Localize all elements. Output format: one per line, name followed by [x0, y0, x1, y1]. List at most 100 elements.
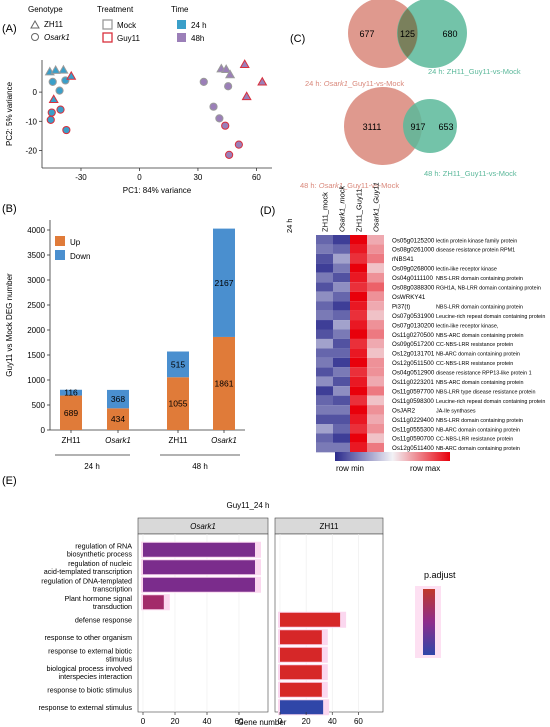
heatmap-cell	[350, 291, 367, 302]
heatmap-cell	[333, 405, 350, 415]
heatmap-cell	[333, 367, 350, 377]
heatmap-gene-label: Os11g0555300	[392, 426, 434, 433]
go-bar	[280, 665, 322, 680]
bar-up-value: 434	[111, 414, 125, 424]
heatmap-gene-label: Os09g0517200	[392, 341, 435, 348]
pca-point	[46, 115, 55, 124]
heatmap-cell	[367, 433, 384, 443]
bar-up	[167, 377, 189, 430]
heatmap-cell	[333, 386, 350, 396]
panel-label-d: (D)	[260, 205, 275, 217]
deg-bars: 689 116 434 368 1055 515 1861 2167	[60, 228, 235, 430]
go-term-label: response to biotic stimulus	[47, 685, 132, 694]
heatmap-cell	[333, 272, 350, 283]
go-term-label: Plant hormone signal	[64, 594, 132, 603]
heatmap-cell	[316, 424, 333, 434]
heatmap-gene-desc: RGH1A, NB-LRR domain containing protein	[436, 286, 541, 292]
heatmap-cell	[367, 291, 384, 302]
go-term-label: defense response	[75, 615, 132, 624]
bar-up-value: 1861	[215, 378, 234, 388]
go-bars	[141, 541, 347, 716]
heatmap-gene-desc: CC-NBS-LRR resistance protein	[436, 437, 513, 443]
heatmap-cell	[350, 235, 367, 245]
heatmap-cell	[333, 329, 350, 339]
heatmap-cell	[333, 376, 350, 387]
heatmap-column-label: Osark1_Guy11	[372, 182, 381, 232]
pca-point	[58, 64, 69, 74]
heatmap-row-labels: Os05g0125200 lectin protein kinase family…	[392, 237, 545, 452]
heatmap-cell	[367, 348, 384, 358]
heatmap-cell	[316, 282, 333, 292]
pca-point	[234, 140, 243, 149]
legend-time-48h: 48h	[191, 34, 204, 43]
heatmap-cell	[350, 282, 367, 292]
heatmap-gene-desc: NBS-LRR type disease resistance protein	[436, 389, 535, 395]
deg-y-tick-label: 0	[41, 426, 46, 435]
bar-down	[107, 389, 129, 409]
heatmap-panel: 24 h ZH11_mock Osark1_mock ZH11_Guy11 Osark…	[285, 182, 545, 473]
bar-down-value: 2167	[215, 278, 234, 288]
heatmap-gene-label: OsWRKY41	[392, 294, 426, 301]
heatmap-cell	[367, 357, 384, 368]
deg-y-tick-label: 2000	[27, 326, 45, 335]
venn2-right-count: 653	[438, 122, 453, 132]
heatmap-gene-desc: disease resistance protein RPM1	[436, 248, 515, 254]
heatmap-cell	[367, 244, 384, 254]
pca-y-tick-label: -20	[25, 146, 37, 155]
heatmap-gene-desc: NB-ARC domain containing protein	[436, 446, 520, 452]
pca-point	[56, 105, 65, 114]
heatmap-gene-label: Os05g0125200	[392, 237, 435, 244]
go-term-label: biosynthetic process	[67, 549, 133, 558]
heatmap-gene-label: Os11g0597700	[392, 388, 434, 395]
heatmap-cell	[316, 272, 333, 283]
venn2-left-count: 3111	[363, 122, 382, 132]
legend-genotype-osark1: Osark1	[44, 33, 70, 42]
go-ticks: 0 20 40 60 0 20 40 60	[141, 712, 363, 726]
go-x-tick-label: 40	[328, 717, 337, 726]
deg-category-label: Osark1	[105, 436, 131, 445]
heatmap-gene-label: Os07g0531900	[392, 313, 435, 320]
deg-y-label: Guy11 vs Mock DEG number	[5, 273, 14, 377]
heatmap-cell	[333, 263, 350, 273]
heatmap-cell	[367, 263, 384, 273]
go-title: Guy11_24 h	[227, 501, 270, 510]
heatmap-cell	[333, 235, 350, 245]
heatmap-gene-label: Os08g0388300	[392, 285, 435, 292]
pca-x-tick-label: -30	[75, 173, 87, 182]
heatmap-gene-desc: CC-NBS-LRR resistance protein	[436, 342, 513, 348]
heatmap-gene-label: Os08g0261000	[392, 247, 435, 254]
deg-y-tick-label: 4000	[27, 226, 45, 235]
heatmap-cell	[333, 348, 350, 358]
pca-point	[224, 82, 233, 91]
group-label-48h: 48 h	[192, 462, 208, 471]
go-bar	[280, 612, 341, 627]
deg-ticks: 0 500 1000 1500 2000 2500 3000 3500 4000	[27, 226, 50, 435]
legend-guy11-icon	[102, 32, 113, 43]
heatmap-cell	[350, 329, 367, 339]
heatmap-cell	[367, 367, 384, 377]
heatmap-gene-desc: NBS-ARC domain containing protein	[436, 333, 524, 339]
heatmap-cell	[367, 424, 384, 434]
legend-triangle-icon	[30, 19, 40, 29]
heatmap-cell	[350, 433, 367, 443]
pca-point	[209, 102, 218, 111]
heatmap-cell	[333, 442, 350, 453]
heatmap-cell	[316, 442, 333, 453]
venn1-left-label: 24 h: Osark1_Guy11-vs-Mock	[305, 79, 404, 88]
pca-point	[221, 121, 230, 130]
go-x-tick-label: 0	[278, 717, 283, 726]
bar-up	[60, 395, 82, 430]
pca-point	[48, 94, 59, 104]
heatmap-cell	[333, 414, 350, 424]
heatmap-gene-label: Os07g0130200	[392, 322, 435, 329]
facet-label-zh11: ZH11	[320, 522, 340, 531]
deg-category-label: ZH11	[62, 436, 82, 445]
pca-point	[221, 64, 232, 73]
heatmap-cell	[316, 301, 333, 311]
heatmap-cell	[350, 357, 367, 368]
go-bar	[280, 682, 322, 697]
heatmap-gene-label: rNBS41	[392, 256, 414, 263]
heatmap-gene-desc: NB-ARC domain containing protein	[436, 352, 520, 358]
heatmap-cell	[316, 244, 333, 254]
